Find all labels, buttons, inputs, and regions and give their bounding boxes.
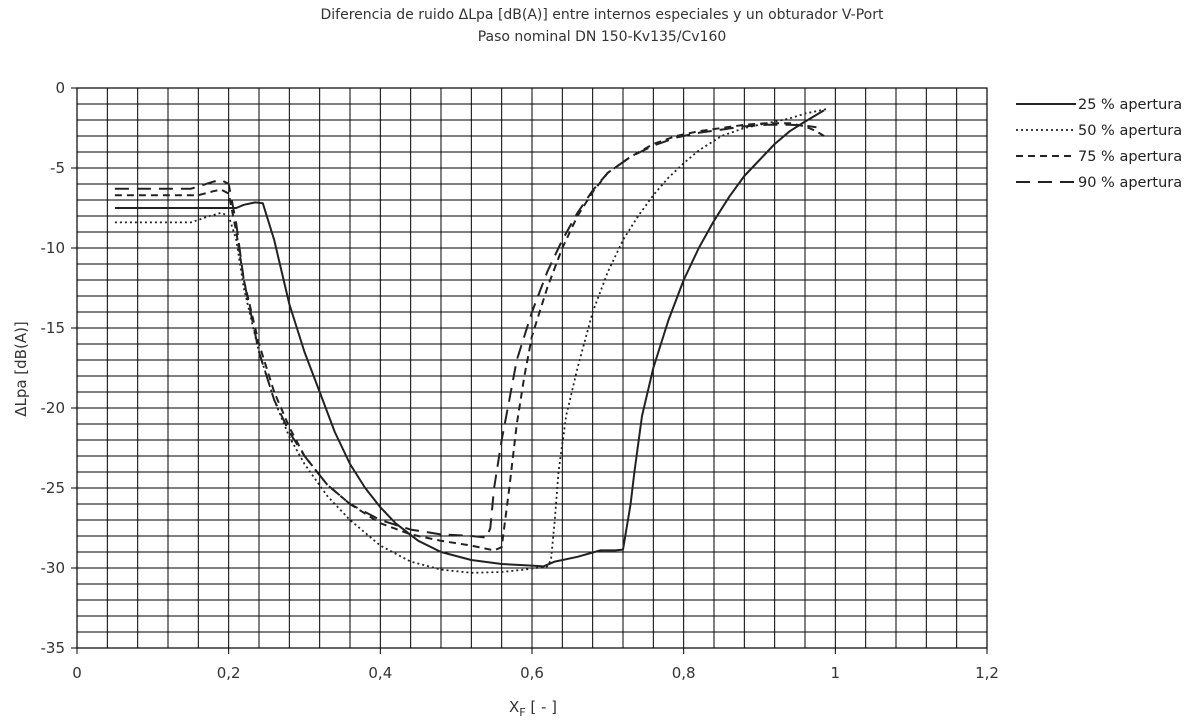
y-tick-label: -25 <box>41 479 66 497</box>
chart-grid <box>77 88 987 648</box>
x-axis-label-subscript: F <box>519 706 525 719</box>
y-tick-label: 0 <box>55 79 65 97</box>
x-tick-label: 1 <box>831 664 841 682</box>
x-tick-label: 0,8 <box>672 664 696 682</box>
series-line-2 <box>114 107 828 574</box>
y-tick-label: -20 <box>41 399 66 417</box>
x-axis-label-main: X <box>509 698 519 716</box>
y-tick-label: -15 <box>41 319 66 337</box>
y-tick-label: -5 <box>50 159 65 177</box>
x-axis-ticks: 0 0,2 0,4 0,6 0,8 1 1,2 <box>72 648 999 682</box>
legend-label-1: 25 % apertura <box>1078 97 1182 113</box>
y-axis-ticks: 0 -5 -10 -15 -20 -25 -30 -35 <box>41 79 77 657</box>
series-line-4 <box>114 123 817 539</box>
y-axis-label: ΔLpa [dB(A)] <box>12 321 30 417</box>
series-line-1 <box>114 109 825 568</box>
x-tick-label: 0,2 <box>217 664 241 682</box>
y-tick-label: -10 <box>41 239 66 257</box>
x-tick-label: 1,2 <box>975 664 999 682</box>
chart-series <box>114 107 828 574</box>
chart-subtitle: Paso nominal DN 150-Kv135/Cv160 <box>477 29 727 45</box>
series-line-3 <box>114 122 825 552</box>
y-tick-label: -30 <box>41 559 66 577</box>
x-axis-label: XF [ - ] <box>509 698 557 719</box>
chart-title: Diferencia de ruido ΔLpa [dB(A)] entre i… <box>320 7 884 23</box>
x-tick-label: 0,4 <box>368 664 392 682</box>
legend-label-4: 90 % apertura <box>1078 175 1182 191</box>
x-tick-label: 0,6 <box>520 664 544 682</box>
x-axis-label-suffix: [ - ] <box>526 698 557 716</box>
legend-label-2: 50 % apertura <box>1078 123 1182 139</box>
chart-legend: 25 % apertura 50 % apertura 75 % apertura 9… <box>1016 97 1182 191</box>
x-tick-label: 0 <box>72 664 82 682</box>
legend-label-3: 75 % apertura <box>1078 149 1182 165</box>
y-tick-label: -35 <box>41 639 66 657</box>
